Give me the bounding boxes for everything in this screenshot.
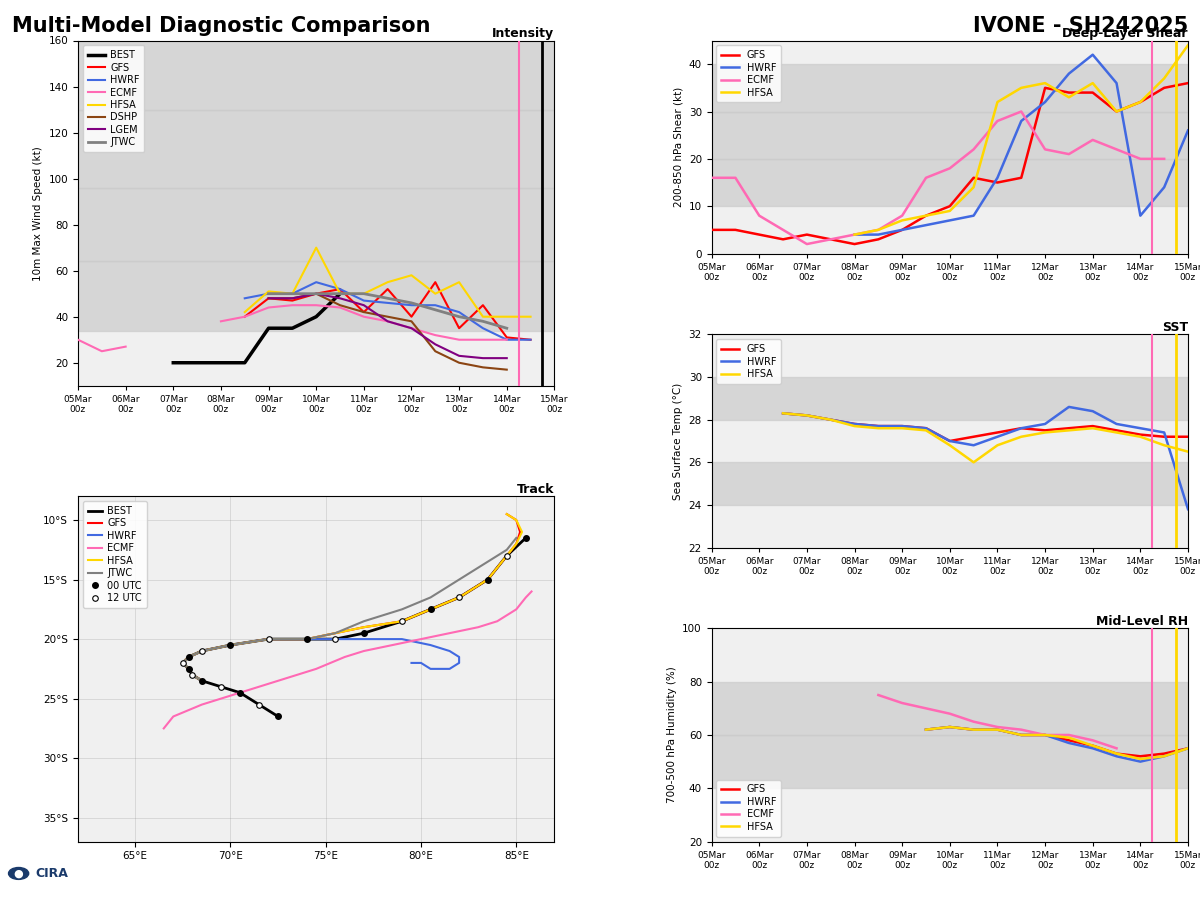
- Bar: [78, 188, 554, 262]
- Circle shape: [8, 868, 29, 879]
- Y-axis label: 200-850 hPa Shear (kt): 200-850 hPa Shear (kt): [673, 87, 683, 207]
- Legend: GFS, HWRF, ECMF, HFSA: GFS, HWRF, ECMF, HFSA: [716, 45, 781, 103]
- Text: Mid-Level RH: Mid-Level RH: [1096, 616, 1188, 628]
- Bar: [712, 735, 1188, 788]
- Bar: [78, 40, 554, 110]
- Text: SST: SST: [1162, 321, 1188, 335]
- Text: Multi-Model Diagnostic Comparison: Multi-Model Diagnostic Comparison: [12, 16, 431, 36]
- Text: CIRA: CIRA: [36, 867, 68, 880]
- Text: ●: ●: [13, 868, 24, 878]
- Y-axis label: Sea Surface Temp (°C): Sea Surface Temp (°C): [673, 382, 683, 500]
- Bar: [712, 463, 1188, 505]
- Text: IVONE - SH242025: IVONE - SH242025: [973, 16, 1188, 36]
- Bar: [78, 110, 554, 188]
- Bar: [712, 681, 1188, 735]
- Legend: BEST, GFS, HWRF, ECMF, HFSA, JTWC, 00 UTC, 12 UTC: BEST, GFS, HWRF, ECMF, HFSA, JTWC, 00 UT…: [83, 501, 146, 608]
- Legend: GFS, HWRF, ECMF, HFSA: GFS, HWRF, ECMF, HFSA: [716, 779, 781, 837]
- Y-axis label: 10m Max Wind Speed (kt): 10m Max Wind Speed (kt): [32, 146, 43, 281]
- Text: Deep-Layer Shear: Deep-Layer Shear: [1062, 28, 1188, 40]
- Text: Track: Track: [517, 483, 554, 496]
- Y-axis label: 700-500 hPa Humidity (%): 700-500 hPa Humidity (%): [667, 667, 677, 804]
- Text: Intensity: Intensity: [492, 28, 554, 40]
- Bar: [712, 159, 1188, 206]
- Bar: [712, 377, 1188, 419]
- Bar: [712, 112, 1188, 159]
- Legend: BEST, GFS, HWRF, ECMF, HFSA, DSHP, LGEM, JTWC: BEST, GFS, HWRF, ECMF, HFSA, DSHP, LGEM,…: [83, 45, 144, 152]
- Bar: [78, 262, 554, 330]
- Bar: [712, 64, 1188, 112]
- Legend: GFS, HWRF, HFSA: GFS, HWRF, HFSA: [716, 339, 781, 384]
